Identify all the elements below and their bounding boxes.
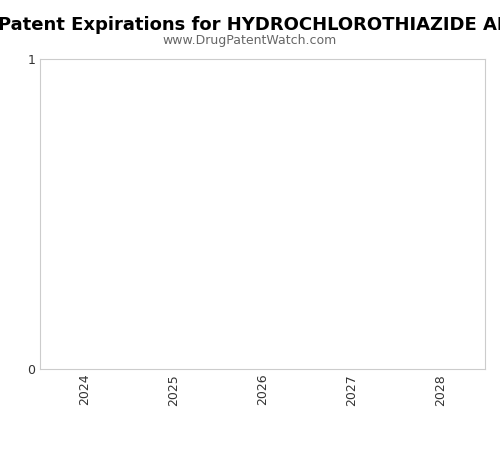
Text: Patent Expirations for HYDROCHLOROTHIAZIDE AND OLMESARTAN MED: Patent Expirations for HYDROCHLOROTHIAZI… <box>0 16 500 34</box>
Text: www.DrugPatentWatch.com: www.DrugPatentWatch.com <box>163 34 337 47</box>
